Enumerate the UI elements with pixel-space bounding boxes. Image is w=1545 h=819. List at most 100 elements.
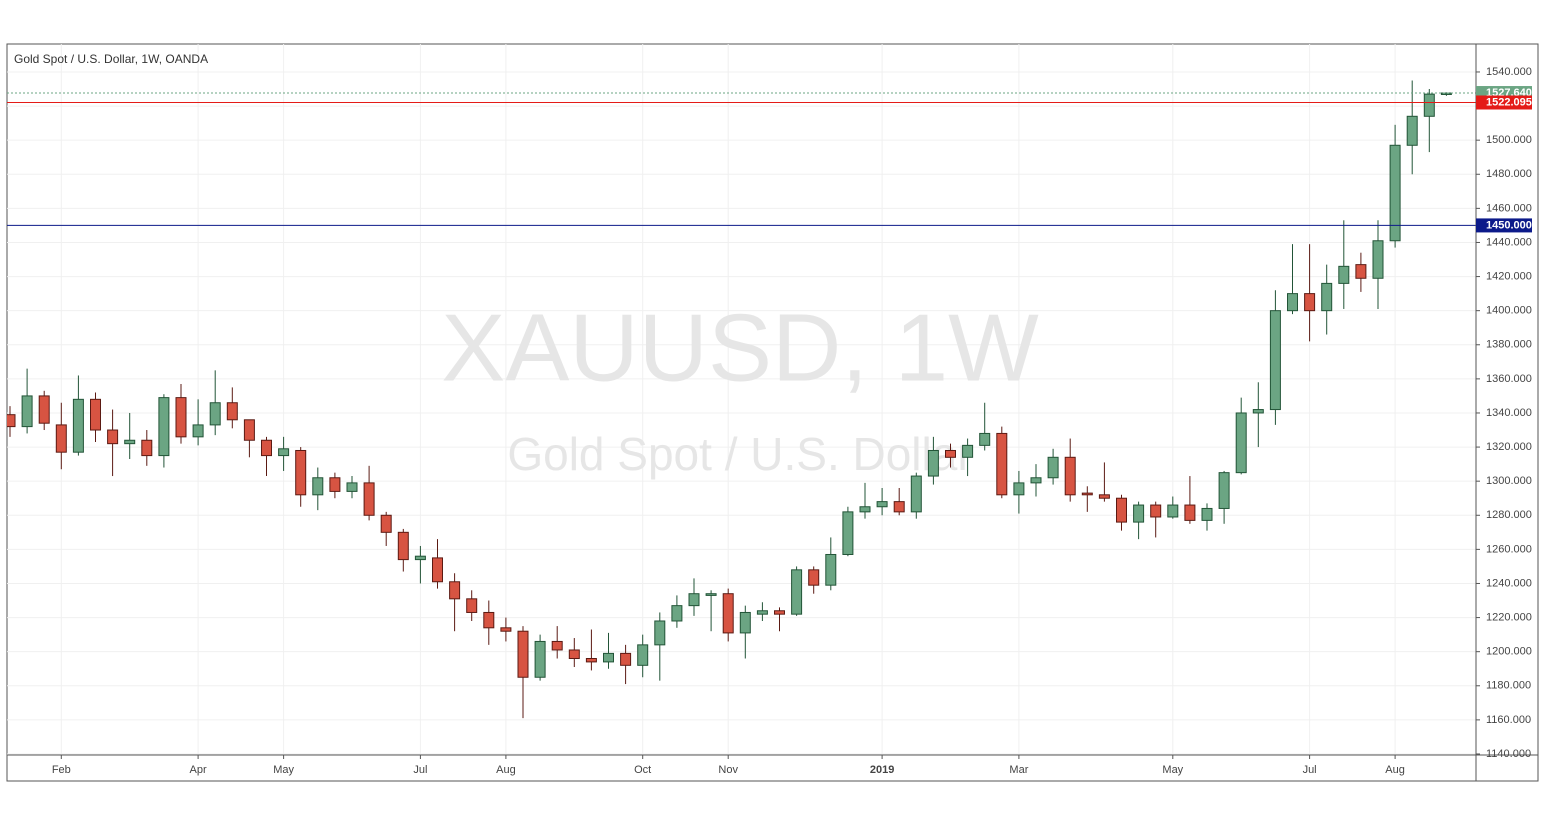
- x-tick-label: Jul: [1303, 764, 1317, 776]
- candle-body: [1372, 240, 1384, 279]
- x-tick-label: Mar: [1009, 764, 1028, 776]
- candle-body: [962, 444, 974, 458]
- candle-body: [124, 439, 136, 445]
- candle-body: [1287, 293, 1298, 312]
- candle-body: [791, 569, 803, 615]
- candle-body: [1269, 310, 1281, 411]
- y-tick-label: 1300.000: [1486, 475, 1532, 487]
- candle-body: [90, 398, 101, 431]
- candle-body: [585, 657, 597, 663]
- candle-body: [226, 402, 238, 421]
- candle-body: [996, 432, 1008, 496]
- candle-body: [859, 506, 871, 513]
- x-tick-label: Oct: [634, 764, 651, 776]
- y-tick-label: 1200.000: [1486, 646, 1532, 658]
- y-tick-label: 1460.000: [1486, 202, 1532, 214]
- candle-body: [1081, 492, 1093, 496]
- y-tick-label: 1480.000: [1486, 168, 1532, 180]
- candle-body: [774, 610, 785, 615]
- candle-body: [55, 424, 67, 453]
- candle-body: [1098, 494, 1110, 499]
- candle-body: [1423, 93, 1435, 117]
- price-label-box: [1476, 95, 1532, 110]
- y-tick-label: 1220.000: [1486, 611, 1532, 623]
- candle-body: [1338, 265, 1350, 284]
- x-tick-label: May: [273, 764, 294, 776]
- candle-body: [483, 611, 495, 629]
- candle-body: [192, 424, 204, 438]
- candle-body: [158, 397, 170, 457]
- candle-body: [1389, 144, 1401, 242]
- y-tick-label: 1500.000: [1486, 134, 1532, 146]
- y-tick-label: 1160.000: [1486, 714, 1531, 726]
- candle-body: [876, 501, 888, 508]
- candle-body: [1030, 477, 1042, 484]
- x-tick-label: Nov: [718, 764, 738, 776]
- candle-body: [1440, 92, 1452, 95]
- watermark: XAUUSD, 1W: [441, 294, 1039, 401]
- candle-body: [979, 432, 991, 446]
- candle-body: [72, 398, 84, 453]
- candle-body: [329, 477, 341, 492]
- candle-body: [397, 531, 409, 561]
- candle-body: [21, 395, 33, 428]
- x-tick-label: May: [1162, 764, 1183, 776]
- candle-body: [568, 649, 580, 659]
- candle-body: [842, 511, 854, 555]
- candle-body: [637, 644, 649, 666]
- candle-body: [466, 598, 478, 613]
- candle-body: [722, 593, 734, 634]
- candle-body: [500, 627, 512, 632]
- y-tick-label: 1420.000: [1486, 270, 1532, 282]
- price-label: 1450.000: [1486, 219, 1532, 231]
- y-tick-label: 1380.000: [1486, 339, 1532, 351]
- candle-body: [927, 449, 939, 477]
- candle-body: [107, 429, 119, 445]
- candle-body: [261, 439, 272, 457]
- candle-body: [1167, 504, 1179, 518]
- candle-body: [825, 553, 837, 586]
- y-tick-label: 1540.000: [1486, 66, 1532, 78]
- candle-body: [1133, 504, 1145, 523]
- candle-body: [1201, 507, 1213, 521]
- candle-body: [295, 449, 307, 496]
- candle-body: [1064, 456, 1076, 496]
- candle-body: [1116, 497, 1127, 523]
- candle-body: [175, 397, 187, 438]
- watermark-subtitle: Gold Spot / U.S. Dollar: [507, 428, 972, 480]
- candle-body: [380, 514, 392, 533]
- y-tick-label: 1340.000: [1486, 407, 1532, 419]
- y-tick-label: 1180.000: [1486, 680, 1531, 692]
- candle-body: [141, 439, 153, 457]
- candle-body: [739, 611, 751, 634]
- candle-body: [705, 593, 717, 596]
- candle-body: [671, 605, 683, 622]
- y-tick-label: 1360.000: [1486, 373, 1532, 385]
- x-tick-label: Jul: [413, 764, 427, 776]
- chart-title: Gold Spot / U.S. Dollar, 1W, OANDA: [14, 52, 208, 66]
- candle-body: [1150, 504, 1162, 518]
- candle-body: [551, 640, 563, 651]
- candle-body: [517, 630, 529, 678]
- candle-body: [278, 448, 290, 457]
- x-tick-label: Apr: [190, 764, 207, 776]
- candle-body: [38, 395, 50, 424]
- candle-body: [808, 569, 820, 586]
- candle-body: [945, 449, 956, 458]
- candle-body: [414, 555, 426, 561]
- candle-body: [910, 475, 922, 513]
- candle-body: [7, 414, 16, 428]
- y-tick-label: 1280.000: [1486, 509, 1532, 521]
- y-tick-label: 1320.000: [1486, 441, 1532, 453]
- candle-body: [603, 652, 614, 663]
- x-tick-label: Aug: [1385, 764, 1405, 776]
- candle-body: [1013, 482, 1025, 496]
- candle-body: [363, 482, 375, 516]
- candle-body: [654, 620, 666, 646]
- candle-body: [209, 402, 221, 426]
- candle-body: [1304, 293, 1316, 312]
- candle-body: [534, 640, 546, 678]
- candle-body: [1047, 456, 1059, 479]
- y-tick-label: 1260.000: [1486, 543, 1532, 555]
- y-tick-label: 1400.000: [1486, 305, 1532, 317]
